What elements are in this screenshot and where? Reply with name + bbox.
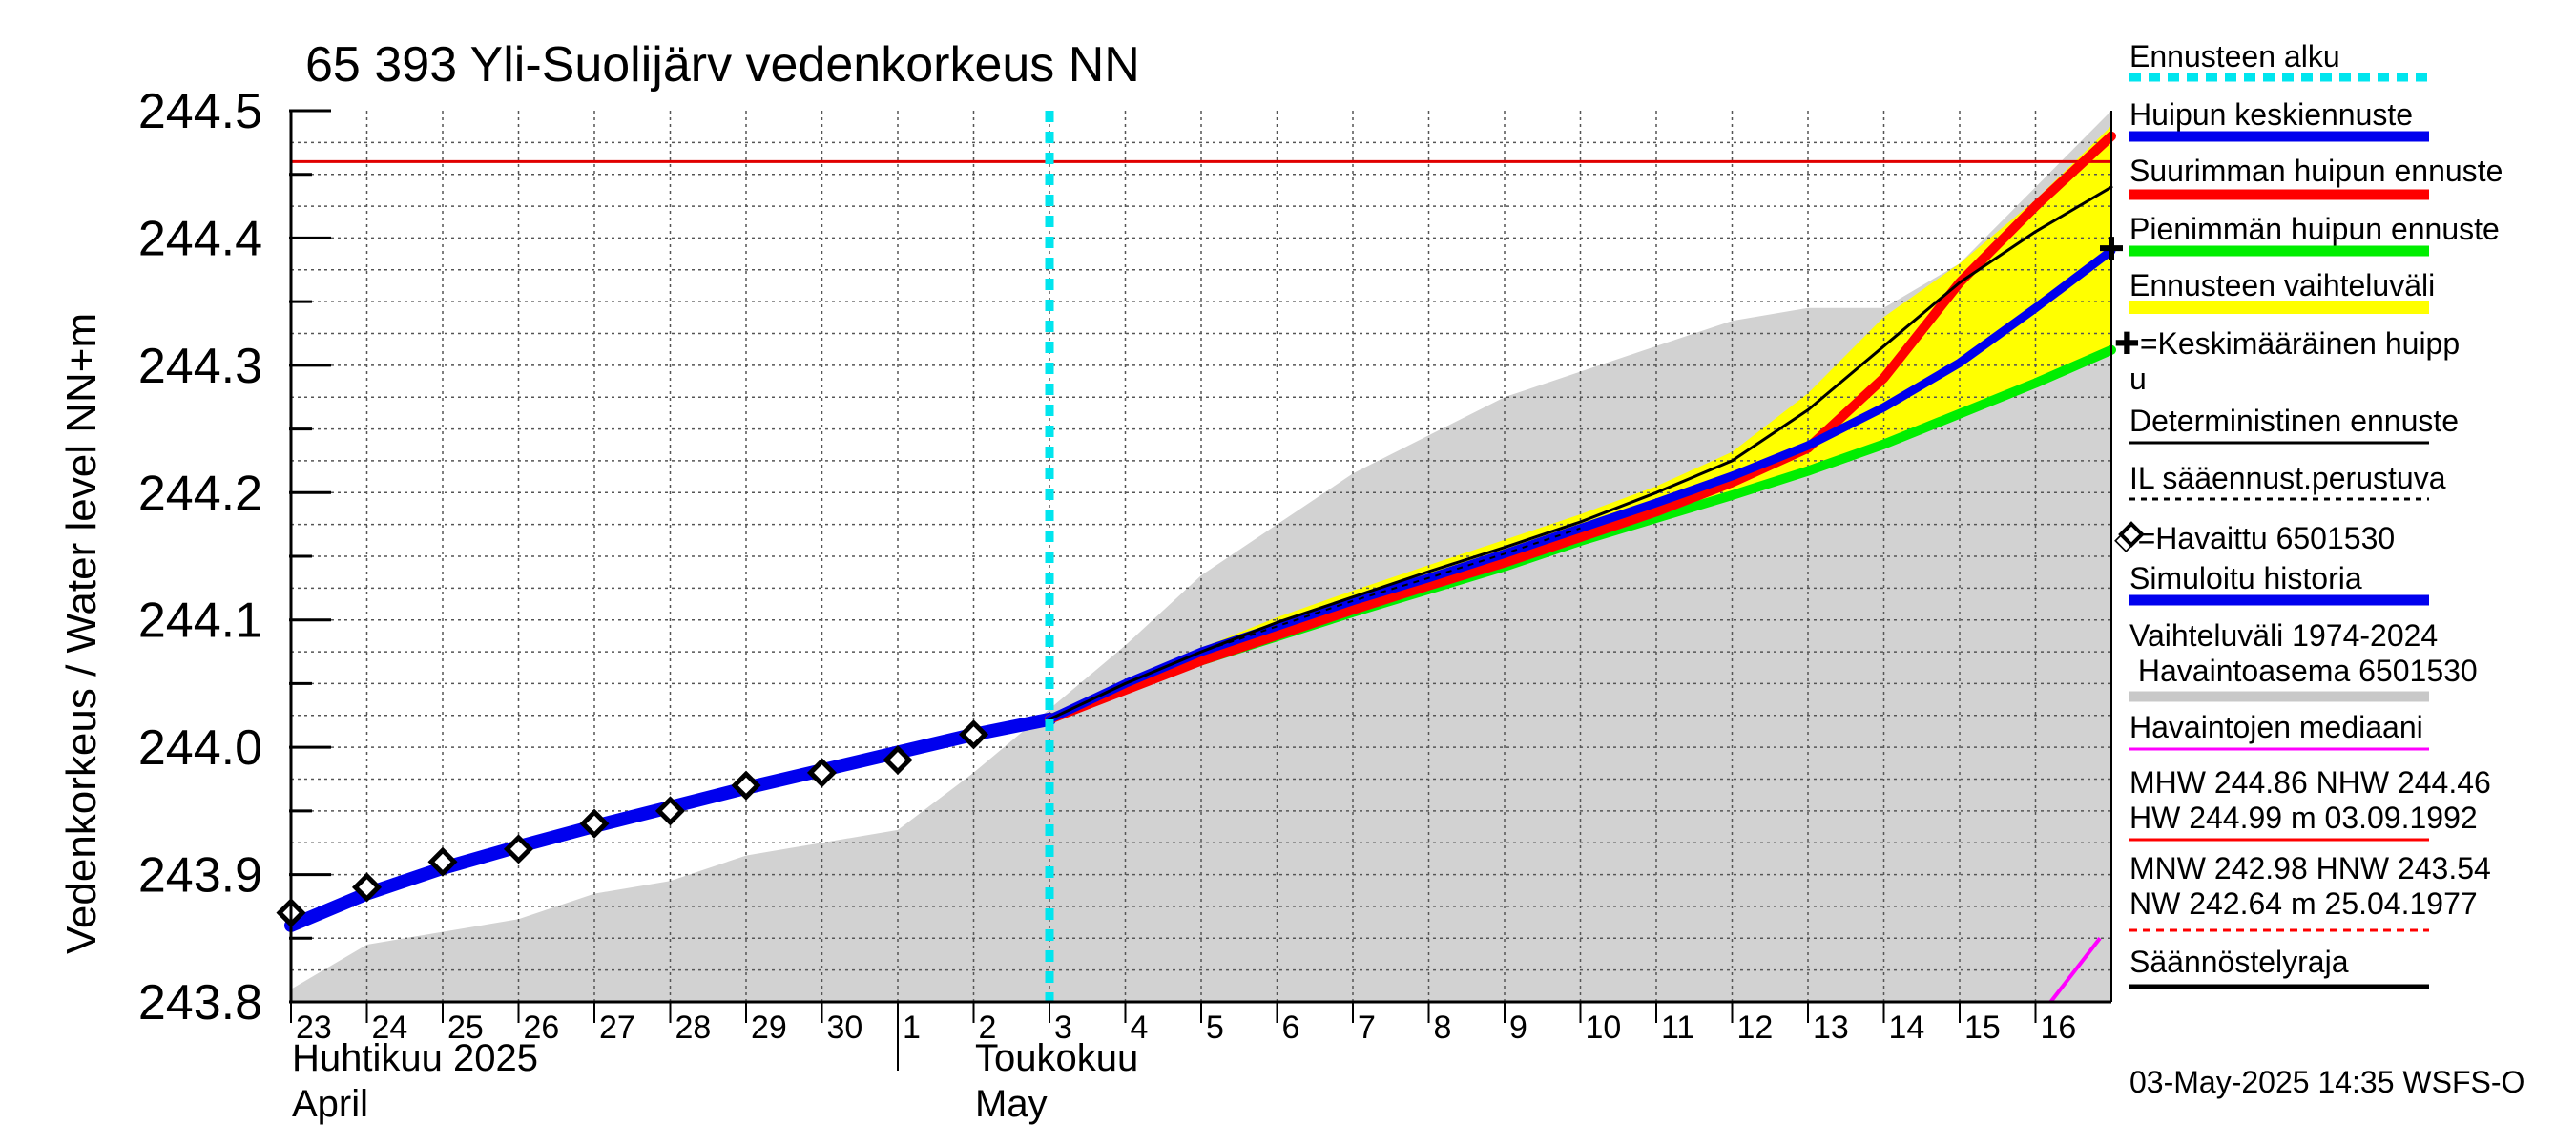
month-label-may-en: May <box>975 1083 1048 1125</box>
observation-point <box>731 770 761 801</box>
legend-label-min-peak: Pienimmän huipun ennuste <box>2129 212 2500 246</box>
x-tick-label: 2 <box>979 1010 997 1046</box>
grid-lines <box>291 111 2111 1002</box>
x-tick-label: 26 <box>524 1010 560 1046</box>
x-tick-label: 6 <box>1282 1010 1300 1046</box>
x-tick-label: 7 <box>1358 1010 1376 1046</box>
legend-label-forecast-start: Ennusteen alku <box>2129 39 2340 73</box>
x-tick-label: 13 <box>1813 1010 1849 1046</box>
observation-point <box>883 744 913 776</box>
y-tick-label: 243.9 <box>138 848 262 904</box>
x-tick-label: 12 <box>1737 1010 1774 1046</box>
legend-label-hw: HW 244.99 m 03.09.1992 <box>2129 801 2478 835</box>
y-tick-label: 244.4 <box>138 211 262 266</box>
x-tick-label: 14 <box>1889 1010 1925 1046</box>
x-tick-label: 3 <box>1054 1010 1072 1046</box>
chart-title: 65 393 Yli-Suolijärv vedenkorkeus NN <box>305 37 1140 93</box>
x-tick-label: 27 <box>599 1010 635 1046</box>
x-tick-label: 10 <box>1586 1010 1622 1046</box>
observation-point <box>958 719 989 750</box>
legend-label-il-weather: IL sääennust.perustuva <box>2129 461 2446 495</box>
y-axis-label: Vedenkorkeus / Water level NN+m <box>58 313 105 954</box>
legend-label-deterministic: Deterministinen ennuste <box>2129 404 2459 438</box>
observation-point <box>806 758 838 788</box>
legend: Ennusteen alku Huipun keskiennuste Suuri… <box>2114 39 2503 989</box>
observation-point <box>579 808 610 839</box>
y-tick-label: 243.8 <box>138 975 262 1030</box>
x-tick-label: 28 <box>675 1010 712 1046</box>
x-tick-label: 25 <box>447 1010 484 1046</box>
x-tick-label: 29 <box>751 1010 787 1046</box>
legend-label-mean-peak-marker: ✚=Keskimääräinen huipp <box>2114 326 2460 361</box>
series-line-suurimman-huipun-ennuste <box>1045 131 2116 724</box>
observation-point <box>654 796 686 826</box>
legend-label-max-peak: Suurimman huipun ennuste <box>2129 154 2503 188</box>
axes: 243.8 243.9 244.0 244.1 244.2 244.3 244.4 244.5… <box>138 84 2112 1071</box>
observation-point <box>503 834 534 864</box>
legend-label-forecast-range: Ennusteen vaihteluväli <box>2129 268 2435 302</box>
legend-label-mean-peak-marker-cont: u <box>2129 362 2147 396</box>
legend-label-simulated-history: Simuloitu historia <box>2129 561 2362 595</box>
footer-timestamp: 03-May-2025 14:35 WSFS-O <box>2129 1065 2524 1099</box>
x-tick-label: 30 <box>827 1010 863 1046</box>
x-tick-label: 15 <box>1964 1010 2001 1046</box>
x-tick-label: 1 <box>903 1010 921 1046</box>
x-tick-label: 24 <box>372 1010 408 1046</box>
y-tick-label: 244.5 <box>138 84 262 139</box>
forecast-band-area <box>1049 126 2111 719</box>
x-tick-label: 9 <box>1509 1010 1527 1046</box>
legend-label-mnw: MNW 242.98 HNW 243.54 <box>2129 851 2491 885</box>
x-tick-label: 4 <box>1131 1010 1149 1046</box>
forecast-range-band <box>1049 126 2111 719</box>
legend-label-variation-range: Vaihteluväli 1974-2024 <box>2129 618 2438 653</box>
x-tick-label: 11 <box>1661 1010 1694 1046</box>
legend-label-regulation-limit: Säännöstelyraja <box>2129 945 2349 979</box>
observation-point <box>427 846 458 877</box>
y-tick-label: 244.2 <box>138 466 262 521</box>
y-tick-label: 244.1 <box>138 593 262 649</box>
series-line-il-weather <box>1049 527 1581 720</box>
legend-label-mean-peak: Huipun keskiennuste <box>2129 97 2413 132</box>
x-tick-label: 5 <box>1206 1010 1224 1046</box>
legend-label-variation-station: Havaintoasema 6501530 <box>2129 654 2478 688</box>
y-tick-label: 244.0 <box>138 720 262 776</box>
legend-label-observed: ◇=Havaittu 6501530 <box>2114 521 2395 555</box>
legend-label-nw: NW 242.64 m 25.04.1977 <box>2129 886 2478 921</box>
observation-point <box>351 872 383 903</box>
observation-markers <box>276 237 2123 928</box>
legend-label-median: Havaintojen mediaani <box>2129 710 2423 744</box>
regulation-limit-line <box>2048 937 2102 1004</box>
y-tick-label: 244.3 <box>138 339 262 394</box>
month-label-april-en: April <box>292 1083 368 1125</box>
month-label-april-fi: Huhtikuu 2025 <box>292 1037 538 1079</box>
series-line-deterministinen-ennuste <box>1048 185 2113 721</box>
x-tick-label: 16 <box>2041 1010 2077 1046</box>
legend-label-mhw: MHW 244.86 NHW 244.46 <box>2129 765 2491 800</box>
legend-diamond-icon <box>2118 521 2145 548</box>
month-label-may-fi: Toukokuu <box>975 1037 1138 1079</box>
x-tick-label: 8 <box>1434 1010 1452 1046</box>
x-tick-label: 23 <box>296 1010 332 1046</box>
